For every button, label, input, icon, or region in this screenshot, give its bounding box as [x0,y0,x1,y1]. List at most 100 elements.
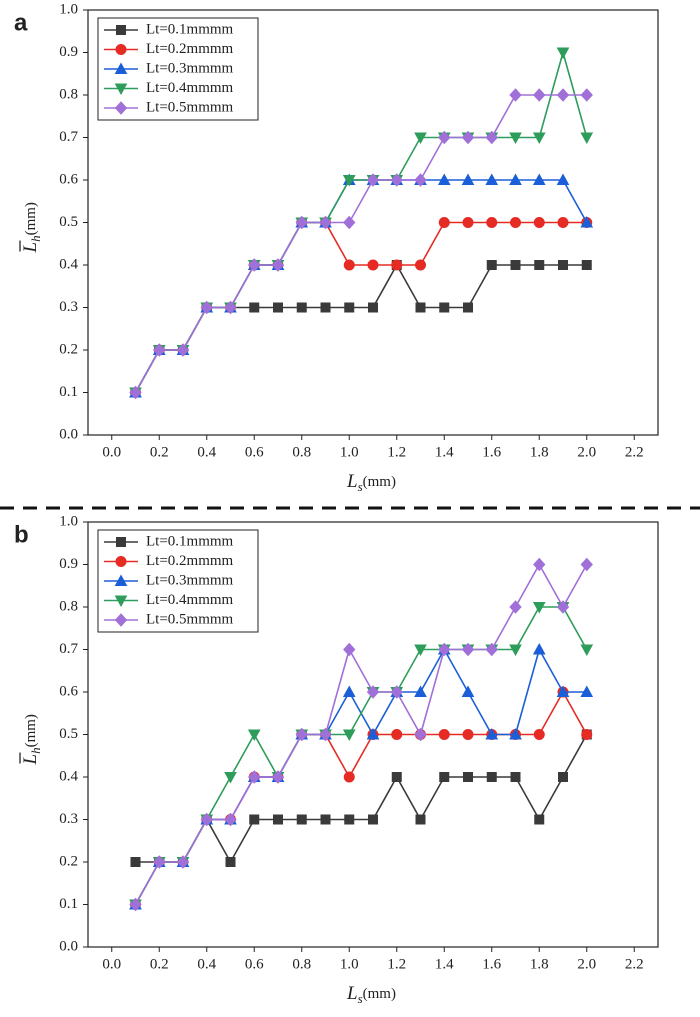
marker [580,88,593,102]
marker [391,772,402,782]
y-tick-label: 0.3 [59,811,78,827]
marker [343,215,356,230]
y-tick-label: 0.7 [59,641,78,657]
marker [249,302,260,313]
marker [486,772,497,782]
legend-label: Lt=0.3mmmm [146,572,234,588]
marker [438,217,450,228]
legend-label: Lt=0.4mmmm [146,80,234,96]
marker [509,173,522,185]
marker [368,302,378,313]
y-tick-label: 0.5 [59,726,78,742]
marker [556,685,570,697]
marker [319,727,332,742]
marker [114,101,128,115]
marker [532,132,546,145]
marker [343,771,355,783]
marker [247,729,261,742]
marker [461,173,475,185]
x-tick-label: 1.6 [482,956,501,972]
x-tick-label: 2.0 [577,956,596,972]
marker [249,814,260,825]
y-axis-unit: (mm) [23,202,39,235]
marker [533,88,546,102]
y-axis-title: Lh(mm) [20,202,43,253]
marker [114,83,128,96]
marker [439,302,450,313]
marker [130,857,141,867]
x-tick-label: 0.4 [197,956,216,972]
marker [509,600,522,614]
marker [439,772,450,782]
marker [580,685,594,697]
marker [580,215,594,228]
marker [437,173,451,185]
marker [390,685,403,699]
legend-label: Lt=0.5mmmm [146,99,234,115]
y-tick-label: 1.0 [59,513,78,529]
marker [391,259,403,271]
marker [366,685,380,699]
marker [414,173,427,187]
marker [368,814,378,825]
marker [248,770,261,784]
y-axis-title-group: Lh(mm) [19,202,43,254]
marker [532,602,546,614]
marker [486,217,498,228]
marker [414,685,427,697]
series-line [134,94,587,393]
marker [295,727,308,742]
marker [414,132,427,145]
y-axis-subscript: h [28,235,43,242]
series-line [134,179,588,393]
x-tick-label: 0.4 [197,444,216,460]
marker [509,727,522,740]
y-tick-label: 0.2 [59,853,78,869]
marker [462,217,474,228]
marker [342,175,356,187]
marker [273,814,283,825]
marker [438,642,451,657]
panel-label: a [14,9,28,36]
marker [510,260,521,270]
marker [114,613,128,627]
y-tick-label: 1.0 [59,1,78,17]
marker [532,173,546,185]
x-tick-label: 1.4 [435,956,454,972]
x-tick-label: 1.0 [340,444,359,460]
y-tick-label: 0.8 [59,86,78,102]
y-tick-label: 0.9 [59,556,78,572]
marker [153,343,166,357]
marker [116,537,126,547]
marker [558,772,568,782]
marker [200,812,213,827]
marker [129,385,142,400]
marker [367,259,379,271]
marker [463,772,473,782]
x-tick-label: 1.0 [340,956,359,972]
marker [510,217,521,228]
legend-label: Lt=0.4mmmm [146,592,234,608]
marker [366,173,380,187]
y-tick-label: 0.1 [59,384,78,400]
y-tick-label: 0.6 [59,683,78,699]
y-tick-label: 0.7 [59,129,78,145]
x-tick-label: 1.4 [435,444,454,460]
x-tick-label: 1.8 [530,956,549,972]
y-axis-symbol: L [20,242,41,254]
x-tick-label: 0.2 [150,956,169,972]
marker [224,812,237,827]
x-tick-label: 0.6 [245,956,264,972]
marker [344,302,355,313]
x-axis-title: Ls(mm) [346,983,396,1006]
marker [580,557,593,572]
y-tick-label: 0.6 [59,171,78,187]
marker [115,44,127,55]
y-axis-symbol: L [20,754,41,766]
marker [342,685,356,697]
series-line [135,734,588,864]
marker [176,855,190,869]
x-axis-unit: (mm) [363,986,396,1002]
y-tick-label: 0.3 [59,299,78,315]
marker [557,217,569,228]
